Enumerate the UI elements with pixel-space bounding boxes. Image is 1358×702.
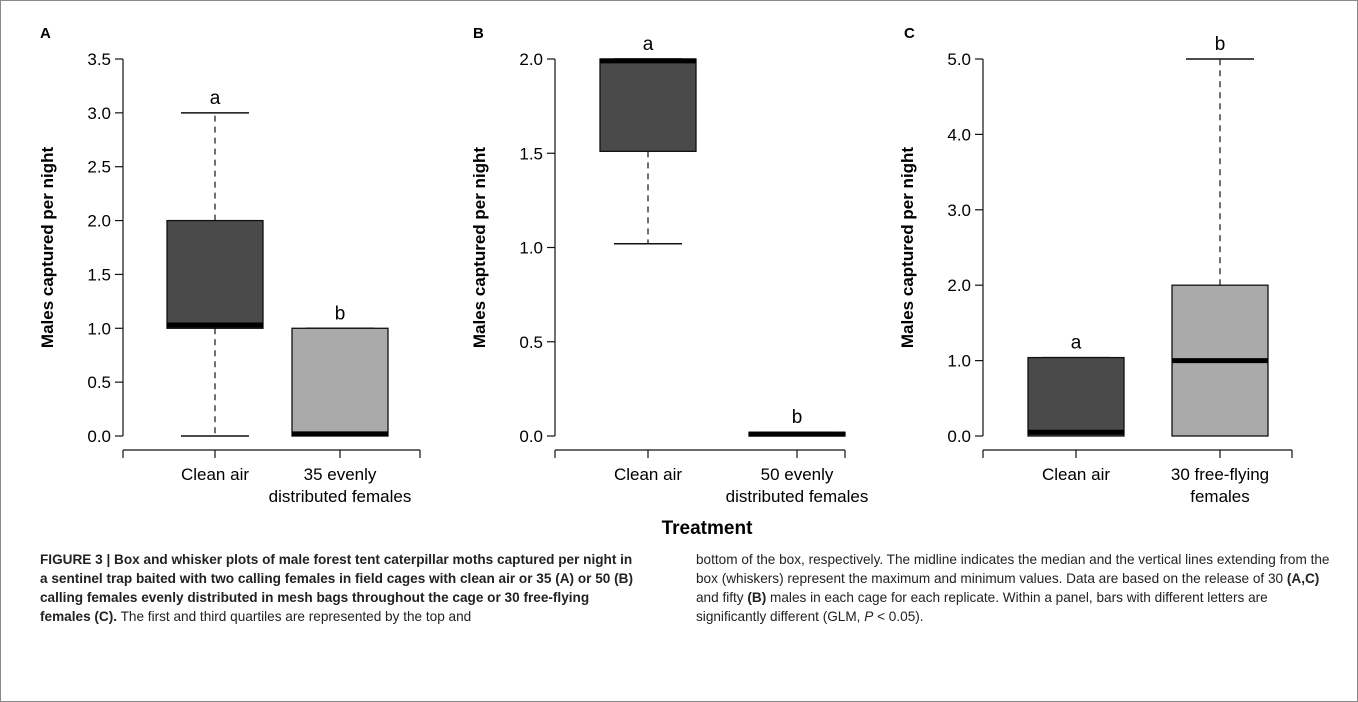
- iqr-box: [1027, 356, 1125, 437]
- x-tick-label: distributed females: [269, 487, 412, 506]
- y-tick-label: 0.0: [947, 427, 971, 446]
- y-axis-label: Males captured per night: [470, 147, 489, 349]
- panel-label: B: [473, 25, 484, 42]
- x-tick-label: distributed females: [726, 487, 869, 506]
- caption-left: FIGURE 3 | Box and whisker plots of male…: [40, 550, 640, 626]
- x-tick-label: 30 free-flying: [1171, 465, 1269, 484]
- iqr-box: [599, 58, 697, 153]
- y-tick-label: 1.0: [947, 352, 971, 371]
- y-axis-label: Males captured per night: [898, 147, 917, 349]
- y-tick-label: 2.0: [87, 212, 111, 231]
- y-tick-label: 3.0: [947, 201, 971, 220]
- y-tick-label: 0.5: [87, 373, 111, 392]
- x-tick-label: 35 evenly: [304, 465, 377, 484]
- caption-text-right-2: and fifty: [696, 590, 748, 605]
- y-tick-label: 4.0: [947, 125, 971, 144]
- panel-label: C: [904, 25, 915, 42]
- y-tick-label: 2.0: [519, 50, 543, 69]
- significance-letter: b: [335, 303, 346, 324]
- caption-italic-p: P: [864, 609, 874, 624]
- caption-text-right-4: < 0.05).: [873, 609, 924, 624]
- figure-chart: A 0.0 0.5 1.0 1.5 2.0 2.5 3.0 3.5 Males captured …: [38, 25, 1293, 539]
- iqr-box: [291, 327, 389, 437]
- y-tick-label: 1.5: [519, 144, 543, 163]
- caption-text-right-1: bottom of the box, respectively. The mid…: [696, 552, 1330, 586]
- caption-figure-label: FIGURE 3 | Box and whisker plots of male…: [40, 552, 633, 624]
- caption-right: bottom of the box, respectively. The mid…: [696, 550, 1336, 626]
- significance-letter: a: [643, 34, 654, 55]
- x-tick-label: Clean air: [1042, 465, 1110, 484]
- y-tick-label: 3.5: [87, 50, 111, 69]
- x-tick-label: Clean air: [181, 465, 249, 484]
- x-tick-label: females: [1190, 487, 1250, 506]
- caption-text-left: The first and third quartiles are repres…: [120, 609, 472, 624]
- panel-label: A: [40, 25, 51, 42]
- y-tick-label: 2.0: [947, 276, 971, 295]
- y-axis-label: Males captured per night: [38, 147, 57, 349]
- x-tick-label: 50 evenly: [761, 465, 834, 484]
- y-tick-label: 0.0: [87, 427, 111, 446]
- caption-text-right-3: males in each cage for each replicate. W…: [696, 590, 1268, 624]
- significance-letter: a: [1071, 333, 1082, 354]
- iqr-box: [166, 219, 264, 329]
- y-tick-label: 1.5: [87, 265, 111, 284]
- significance-letter: b: [1215, 34, 1226, 55]
- y-tick-label: 3.0: [87, 104, 111, 123]
- y-tick-label: 2.5: [87, 158, 111, 177]
- significance-letter: a: [210, 88, 221, 109]
- y-tick-label: 1.0: [519, 239, 543, 258]
- significance-letter: b: [792, 407, 803, 428]
- x-axis-label: Treatment: [662, 518, 753, 539]
- y-tick-label: 0.0: [519, 427, 543, 446]
- caption-bold-2: (B): [747, 590, 767, 605]
- caption-bold-1: (A,C): [1286, 571, 1320, 586]
- y-tick-label: 1.0: [87, 319, 111, 338]
- x-tick-label: Clean air: [614, 465, 682, 484]
- y-tick-label: 0.5: [519, 333, 543, 352]
- y-tick-label: 5.0: [947, 50, 971, 69]
